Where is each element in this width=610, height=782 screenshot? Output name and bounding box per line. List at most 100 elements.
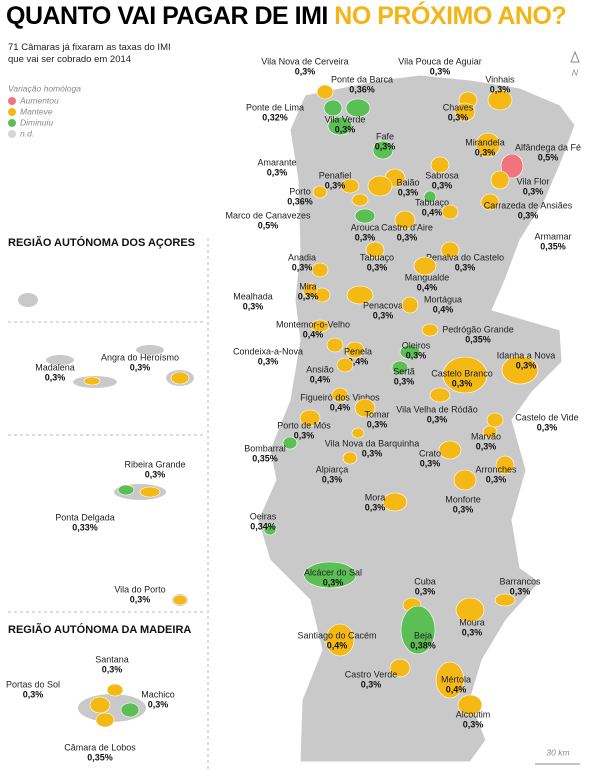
municipality-area xyxy=(351,427,365,439)
municipality-name: Idanha a Nova xyxy=(497,350,556,360)
municipality-rate: 0,3% xyxy=(335,124,356,134)
north-arrow xyxy=(570,50,580,63)
municipality-area xyxy=(441,204,459,220)
municipality-area xyxy=(327,116,353,136)
municipality-name: Vila Nova da Barquinha xyxy=(325,438,419,448)
municipality-rate: 0,4% xyxy=(422,207,443,217)
municipality-name: Alfândega da Fé xyxy=(515,142,581,152)
municipality-name: Castelo de Vide xyxy=(515,412,578,422)
legend-label: Aumentou xyxy=(19,95,59,105)
municipality-rate: 0,4% xyxy=(446,684,467,694)
municipality-area xyxy=(401,296,419,314)
municipality-rate: 0,3% xyxy=(455,262,476,272)
municipality-name: Tomar xyxy=(364,409,389,419)
municipality-name: Moura xyxy=(459,617,485,627)
municipality-rate: 0,3% xyxy=(516,360,537,370)
municipality-name: Fafe xyxy=(376,131,394,141)
municipality-name: Castro d'Aire xyxy=(381,222,433,232)
municipality-rate: 0,3% xyxy=(462,627,483,637)
municipality-rate: 0,36% xyxy=(349,84,375,94)
municipality-area xyxy=(382,492,408,512)
municipality-area xyxy=(351,193,369,207)
municipality-name: Penafiel xyxy=(319,170,352,180)
municipality-rate: 0,35% xyxy=(465,334,491,344)
municipality-name: Ponte da Barca xyxy=(331,74,393,84)
municipality-area xyxy=(494,593,516,607)
legend-swatch xyxy=(8,119,16,127)
municipality-area xyxy=(482,425,498,439)
municipality-rate: 0,32% xyxy=(262,112,288,122)
title-highlight: NO PRÓXIMO ANO? xyxy=(334,2,567,30)
municipality-name: Oleiros xyxy=(402,340,431,350)
municipality-area xyxy=(486,412,504,428)
municipality-rate: 0,3% xyxy=(294,430,315,440)
municipality-name: Tabuaço xyxy=(360,252,394,262)
municipality-area xyxy=(346,285,374,305)
municipality-name: Vila Flor xyxy=(517,176,550,186)
municipality-name: Tabuaço xyxy=(415,197,449,207)
municipality-rate: 0,3% xyxy=(452,378,473,388)
municipality-name: Monforte xyxy=(445,494,481,504)
municipality-rate: 0,3% xyxy=(130,362,151,372)
municipality-area xyxy=(282,436,298,450)
municipality-area xyxy=(399,344,421,360)
municipality-area xyxy=(340,178,360,194)
municipality-area xyxy=(170,371,190,385)
municipality-area xyxy=(106,683,124,697)
municipality-name: Figueiró dos Vinhos xyxy=(300,392,380,402)
legend-label: n.d. xyxy=(20,128,34,138)
municipality-rate: 0,4% xyxy=(310,374,331,384)
municipality-area xyxy=(316,84,334,100)
municipality-rate: 0,3% xyxy=(292,262,313,272)
municipality-name: Mortágua xyxy=(424,294,462,304)
municipality-name: Madalena xyxy=(35,362,75,372)
municipality-rate: 0,3% xyxy=(490,84,511,94)
municipality-rate: 0,4% xyxy=(327,640,348,650)
municipality-area xyxy=(311,262,329,278)
municipality-area xyxy=(342,451,358,465)
municipality-name: Oeiras xyxy=(250,511,277,521)
municipality-area xyxy=(500,153,524,179)
municipality-name: Marco de Canavezes xyxy=(225,210,311,220)
municipality-name: Montemor-o-Velho xyxy=(276,319,350,329)
municipality-rate: 0,3% xyxy=(518,210,539,220)
municipality-area xyxy=(453,469,477,491)
municipality-name: Machico xyxy=(141,689,175,699)
municipality-name: Arouca xyxy=(351,222,380,232)
municipality-name: Mértola xyxy=(441,674,471,684)
municipality-area xyxy=(83,376,101,386)
municipality-area xyxy=(117,484,135,496)
municipality-area xyxy=(365,241,385,259)
municipality-rate: 0,5% xyxy=(258,220,279,230)
municipality-name: Castelo Branco xyxy=(431,368,493,378)
municipality-area xyxy=(310,319,330,333)
municipality-area xyxy=(302,282,318,298)
municipality-area xyxy=(354,208,376,224)
municipality-name: Vila Pouca de Aguiar xyxy=(398,56,481,66)
municipality-area xyxy=(89,696,111,714)
legend-swatch xyxy=(8,130,16,138)
municipality-name: Beja xyxy=(414,630,432,640)
municipality-name: Mora xyxy=(365,492,386,502)
municipality-rate: 0,3% xyxy=(23,689,44,699)
municipality-rate: 0,3% xyxy=(373,310,394,320)
municipality-rate: 0,3% xyxy=(145,469,166,479)
municipality-name: Barrancos xyxy=(499,576,541,586)
municipality-area xyxy=(172,594,188,606)
municipality-name: Penalva do Castelo xyxy=(426,252,504,262)
municipality-area xyxy=(495,455,515,475)
municipality-rate: 0,36% xyxy=(287,196,313,206)
municipality-rate: 0,3% xyxy=(486,474,507,484)
municipality-name: Porto xyxy=(289,186,311,196)
municipality-area xyxy=(438,440,462,460)
municipality-rate: 0,3% xyxy=(243,301,264,311)
municipality-rate: 0,3% xyxy=(523,186,544,196)
municipality-area xyxy=(303,561,357,589)
municipality-name: Mirandela xyxy=(465,137,505,147)
municipality-name: Mealhada xyxy=(233,291,273,301)
municipality-area xyxy=(139,486,161,498)
municipality-rate: 0,3% xyxy=(355,232,376,242)
scale-label: 30 km xyxy=(546,747,569,757)
municipality-rate: 0,35% xyxy=(252,453,278,463)
